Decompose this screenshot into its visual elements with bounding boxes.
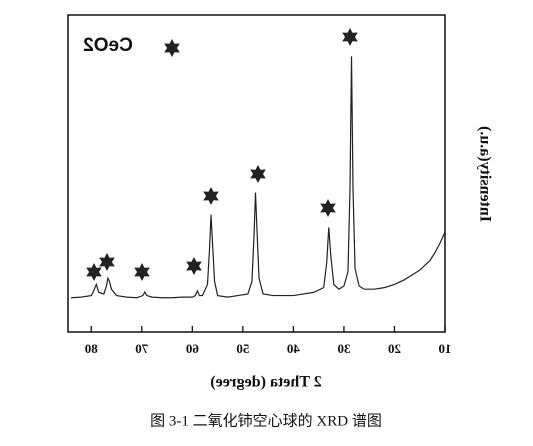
peak-star <box>186 257 202 275</box>
peak-star <box>250 165 266 183</box>
peak-star <box>320 199 336 217</box>
peak-star <box>134 263 150 281</box>
x-tick-label: 60 <box>186 341 199 356</box>
x-tick-label: 50 <box>236 341 249 356</box>
peak-star <box>164 39 180 57</box>
caption: 图 3-1 二氧化铈空心球的 XRD 谱图 <box>150 411 382 429</box>
peak-star <box>342 28 358 46</box>
peak-star <box>86 263 102 281</box>
x-tick-label: 80 <box>85 341 98 356</box>
x-tick-label: 10 <box>439 341 452 356</box>
plot-frame <box>67 14 446 333</box>
x-tick-label: 70 <box>135 341 148 356</box>
x-tick-label: 30 <box>337 341 350 356</box>
legend-label: CeO2 <box>83 35 133 56</box>
mirrored-plot: CeO2 2 Theta (degree) Intensity(a.u.) 10… <box>67 14 493 391</box>
x-axis-label: 2 Theta (degree) <box>210 374 321 391</box>
peak-star <box>99 253 115 271</box>
x-tick-label: 20 <box>388 341 401 356</box>
peak-star <box>203 187 219 205</box>
y-axis-label: Intensity(a.u.) <box>476 126 493 222</box>
x-tick-label: 40 <box>287 341 300 356</box>
xrd-line <box>70 56 446 299</box>
